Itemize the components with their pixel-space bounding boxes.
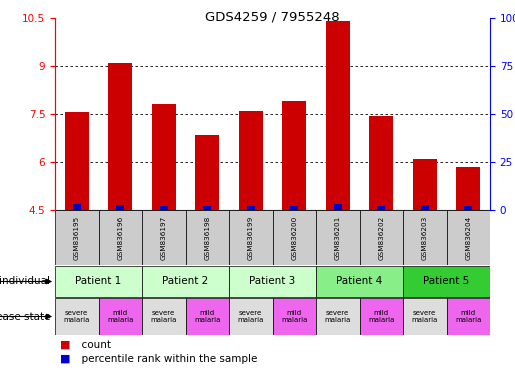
Text: count: count <box>76 340 111 350</box>
Bar <box>447 210 490 265</box>
Text: mild
malaria: mild malaria <box>194 310 220 323</box>
Bar <box>152 104 176 210</box>
Bar <box>369 116 393 210</box>
Bar <box>116 205 124 210</box>
Bar <box>55 298 98 335</box>
Text: GSM836196: GSM836196 <box>117 215 123 260</box>
Bar <box>447 298 490 335</box>
Bar <box>316 298 359 335</box>
Text: mild
malaria: mild malaria <box>281 310 307 323</box>
Bar <box>73 204 80 210</box>
Text: severe
malaria: severe malaria <box>63 310 90 323</box>
Bar <box>377 205 385 210</box>
Text: GDS4259 / 7955248: GDS4259 / 7955248 <box>205 10 340 23</box>
Bar <box>326 21 350 210</box>
Bar <box>108 63 132 210</box>
Bar <box>185 298 229 335</box>
Text: Patient 3: Patient 3 <box>249 276 296 286</box>
Text: ■: ■ <box>60 354 71 364</box>
Bar <box>142 266 229 297</box>
Text: severe
malaria: severe malaria <box>150 310 177 323</box>
Bar <box>142 298 185 335</box>
Text: Patient 5: Patient 5 <box>423 276 470 286</box>
Text: individual: individual <box>0 276 50 286</box>
Bar <box>272 210 316 265</box>
Text: Patient 4: Patient 4 <box>336 276 383 286</box>
Bar <box>55 266 142 297</box>
Bar <box>229 210 272 265</box>
Text: GSM836199: GSM836199 <box>248 215 254 260</box>
Bar <box>456 167 480 210</box>
Bar <box>334 204 341 210</box>
Text: GSM836197: GSM836197 <box>161 215 167 260</box>
Bar <box>465 206 472 210</box>
Bar <box>98 210 142 265</box>
Text: GSM836195: GSM836195 <box>74 215 80 260</box>
Bar <box>272 298 316 335</box>
Text: Patient 2: Patient 2 <box>162 276 209 286</box>
Text: GSM836202: GSM836202 <box>378 215 384 260</box>
Bar <box>316 266 403 297</box>
Bar <box>403 266 490 297</box>
Bar <box>359 298 403 335</box>
Text: Patient 1: Patient 1 <box>75 276 122 286</box>
Text: disease state: disease state <box>0 311 50 321</box>
Bar <box>203 205 211 210</box>
Bar <box>229 266 316 297</box>
Text: GSM836200: GSM836200 <box>291 215 297 260</box>
Bar <box>403 298 447 335</box>
Bar <box>98 298 142 335</box>
Text: GSM836201: GSM836201 <box>335 215 341 260</box>
Bar <box>282 101 306 210</box>
Bar <box>403 210 447 265</box>
Text: mild
malaria: mild malaria <box>368 310 394 323</box>
Text: ■: ■ <box>60 340 71 350</box>
Bar <box>290 205 298 210</box>
Text: mild
malaria: mild malaria <box>455 310 482 323</box>
Text: percentile rank within the sample: percentile rank within the sample <box>76 354 258 364</box>
Text: GSM836204: GSM836204 <box>465 215 471 260</box>
Bar <box>65 113 89 210</box>
Bar <box>142 210 185 265</box>
Bar <box>195 135 219 210</box>
Text: GSM836203: GSM836203 <box>422 215 428 260</box>
Bar <box>359 210 403 265</box>
Text: severe
malaria: severe malaria <box>237 310 264 323</box>
Text: GSM836198: GSM836198 <box>204 215 210 260</box>
Bar <box>160 206 167 210</box>
Bar <box>316 210 359 265</box>
Text: severe
malaria: severe malaria <box>411 310 438 323</box>
Bar <box>229 298 272 335</box>
Bar <box>55 210 98 265</box>
Bar <box>185 210 229 265</box>
Bar <box>421 205 428 210</box>
Text: severe
malaria: severe malaria <box>324 310 351 323</box>
Text: mild
malaria: mild malaria <box>107 310 133 323</box>
Bar <box>413 159 437 210</box>
Bar <box>247 206 254 210</box>
Bar <box>239 111 263 210</box>
